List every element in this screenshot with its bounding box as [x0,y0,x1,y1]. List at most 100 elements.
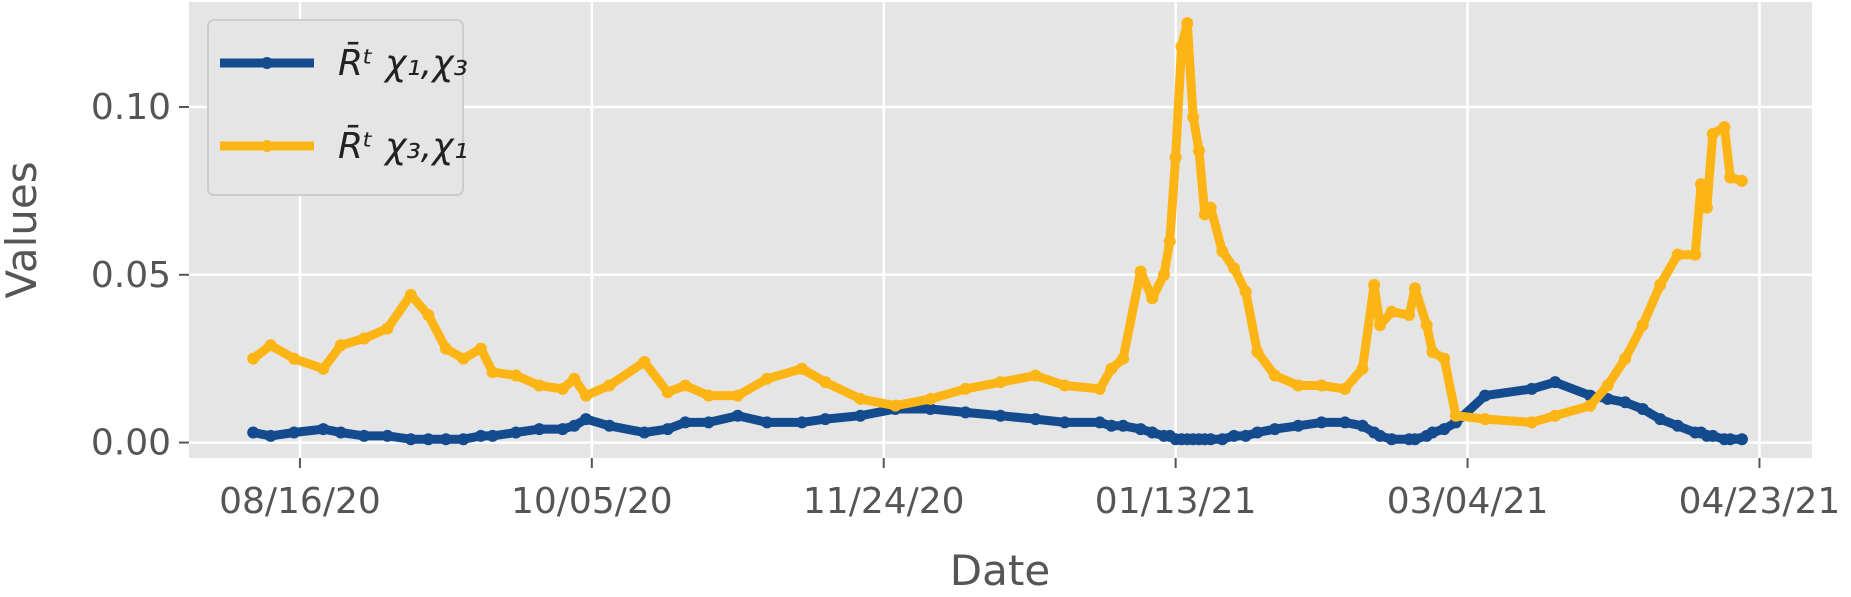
series-marker [1058,416,1071,429]
series-marker [760,416,773,429]
y-tick-label: 0.00 [91,423,171,464]
series-marker [1695,178,1708,191]
series-marker [1403,309,1416,322]
series-marker [1549,409,1562,422]
series-marker [533,423,546,436]
legend-label: R̄ᵗ χ₁,χ₃ [338,41,468,84]
series-marker [509,369,522,382]
series-marker [1117,352,1130,365]
series-marker [702,416,715,429]
legend: R̄ᵗ χ₁,χ₃ R̄ᵗ χ₃,χ₁ [207,19,468,196]
series-marker [760,372,773,385]
series-marker [1239,429,1252,442]
series-marker [247,352,260,365]
series-marker [1228,262,1241,275]
series-marker [288,426,301,439]
x-tick-label: 01/13/21 [1095,481,1257,522]
series-marker [288,352,301,365]
series-marker [1105,362,1118,375]
series-marker [1706,429,1719,442]
series-marker [381,429,394,442]
series-marker [1356,362,1369,375]
series-marker [1373,319,1386,332]
series-marker [1268,423,1281,436]
series-marker [579,389,592,402]
series-marker [457,352,470,365]
series-marker [1192,144,1205,157]
series-marker [1724,171,1737,184]
series-marker [1718,121,1731,134]
series-marker [1735,433,1748,446]
y-axis-label: Values [0,161,46,298]
series-marker [1228,429,1241,442]
series-marker [422,309,435,322]
series-marker [474,342,487,355]
x-axis-label: Date [950,546,1050,595]
series-marker [334,426,347,439]
series-marker [1584,399,1597,412]
series-marker [1134,423,1147,436]
series-marker [1216,245,1229,258]
series-marker [796,362,809,375]
series-marker [1601,379,1614,392]
x-tick-label: 03/04/21 [1387,481,1549,522]
series-marker [1093,416,1106,429]
series-marker [404,288,417,301]
series-marker [1117,419,1130,432]
series-marker [1157,268,1170,281]
series-marker [1479,413,1492,426]
x-tick-label: 10/05/20 [511,481,673,522]
series-marker [556,382,569,395]
series-marker [994,409,1007,422]
series-marker [247,426,260,439]
series-marker [1438,352,1451,365]
series-marker [1525,382,1538,395]
series-marker [702,389,715,402]
series-marker [1654,278,1667,291]
legend-marker [261,140,273,152]
series-marker [1134,265,1147,278]
series-marker [1438,423,1451,436]
series-marker [1146,426,1159,439]
series-marker [1426,345,1439,358]
series-marker [1601,392,1614,405]
series-marker [1315,416,1328,429]
series-marker [457,433,470,446]
series-marker [317,362,330,375]
series-marker [1700,201,1713,214]
series-marker [533,379,546,392]
series-marker [1671,248,1684,261]
series-marker [439,342,452,355]
series-marker [1181,17,1194,30]
series-marker [1671,419,1684,432]
series-marker [661,386,674,399]
series-marker [1105,419,1118,432]
series-marker [1216,433,1229,446]
series-marker [1689,248,1702,261]
series-marker [819,413,832,426]
series-marker [1479,389,1492,402]
series-marker [1420,319,1433,332]
series-marker [264,429,277,442]
series-marker [638,356,651,369]
series-marker [1706,127,1719,140]
series-marker [924,392,937,405]
series-marker [568,419,581,432]
series-marker [1636,319,1649,332]
series-line [250,18,1744,427]
series-marker [731,409,744,422]
series-marker [1373,429,1386,442]
series-marker [1204,433,1217,446]
series-marker [358,332,371,345]
series-marker [1619,396,1632,409]
series-marker [819,376,832,389]
series-marker [1146,292,1159,305]
series-marker [1368,278,1381,291]
legend-label: R̄ᵗ χ₃,χ₁ [338,124,468,167]
series-marker [1239,285,1252,298]
series-marker [1093,382,1106,395]
series-marker [603,419,616,432]
y-tick-label: 0.10 [91,87,171,128]
x-tick-label: 08/16/20 [219,481,381,522]
series-marker [1058,379,1071,392]
